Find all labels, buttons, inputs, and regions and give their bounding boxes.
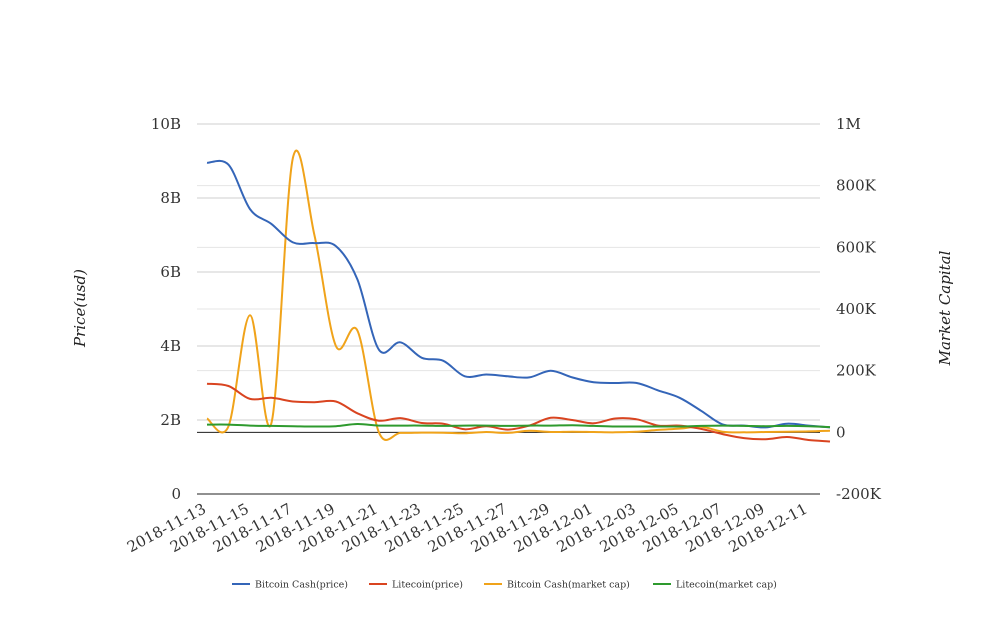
left-tick-label: 6B	[160, 263, 181, 281]
right-tick-label: 200K	[836, 362, 877, 380]
series-lines	[206, 149, 831, 443]
left-tick-label: 10B	[151, 115, 181, 133]
left-tick-label: 0	[171, 485, 181, 503]
legend-label: Bitcoin Cash(market cap)	[507, 580, 630, 591]
series-line-litecoin-price	[206, 382, 831, 443]
legend-label: Bitcoin Cash(price)	[255, 580, 348, 591]
gridlines	[197, 123, 820, 495]
series-line-litecoin-market-cap	[206, 422, 831, 429]
right-tick-label: 400K	[836, 300, 877, 318]
series-line-bitcoin-cash-price	[206, 159, 831, 429]
left-axis-ticks: 0 2B 4B 6B 8B 10B	[151, 115, 181, 503]
right-tick-label: 0	[836, 423, 846, 441]
left-tick-label: 4B	[160, 337, 181, 355]
left-tick-label: 8B	[160, 189, 181, 207]
right-axis-title: Market Capital	[936, 250, 954, 366]
legend-label: Litecoin(price)	[392, 580, 463, 591]
right-tick-label: -200K	[836, 485, 882, 503]
x-axis-ticks: 2018-11-132018-11-152018-11-172018-11-19…	[124, 500, 810, 556]
right-axis-ticks: -200K 0 200K 400K 600K 800K 1M	[836, 115, 882, 503]
left-axis-title: Price(usd)	[71, 269, 89, 348]
right-tick-label: 1M	[836, 115, 861, 133]
legend-label: Litecoin(market cap)	[676, 580, 777, 591]
zero-line	[197, 431, 820, 495]
right-tick-label: 600K	[836, 238, 877, 256]
series-line-bitcoin-cash-market-cap	[206, 149, 831, 441]
right-tick-label: 800K	[836, 177, 877, 195]
left-tick-label: 2B	[160, 411, 181, 429]
legend: Bitcoin Cash(price) Litecoin(price) Bitcoi…	[232, 580, 777, 591]
